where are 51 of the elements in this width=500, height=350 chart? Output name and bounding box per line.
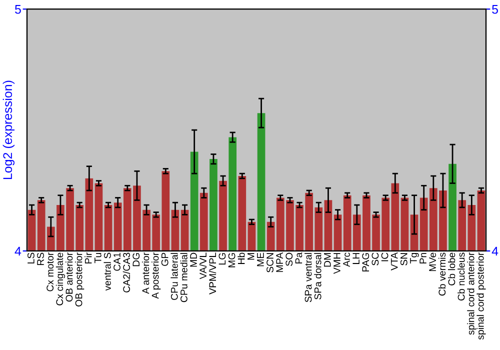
x-tick-label: PAG (362, 253, 370, 272)
x-tick-label: MVe (429, 252, 436, 271)
x-tick-label: Pir (84, 252, 92, 264)
x-tick-label: SN (400, 253, 408, 266)
x-tick-label: Cx motor (46, 252, 54, 292)
x-tick-label: A anterior (142, 252, 150, 294)
x-tick-label: VTA (390, 252, 398, 270)
x-tick-label: CPu medial (180, 252, 188, 302)
x-tick-label: MD (190, 252, 197, 267)
x-tick-label: VA/VL (199, 252, 207, 280)
x-tick-label: SC (372, 252, 379, 266)
x-tick-label: SPa dorsal (314, 252, 322, 300)
x-tick-label: VMH (334, 253, 340, 274)
x-tick-label: spinal cord posterior (476, 252, 486, 340)
x-tick-label: SPa ventral (304, 252, 312, 302)
x-tick-label: CPu lateral (170, 252, 178, 300)
x-tick-label: Tg (410, 252, 419, 264)
x-tick-label: RS (37, 252, 44, 266)
x-tick-label: spinal cord anterior (467, 252, 476, 335)
x-tick-label: Arc (343, 252, 350, 267)
x-tick-label: SO (286, 252, 293, 266)
x-tick-label: Cb vermis (438, 252, 446, 296)
x-tick-label: Pa (295, 252, 302, 264)
x-tick-label: ventral S (104, 252, 111, 291)
y2-tick-label: 5 (492, 5, 498, 14)
x-tick-label: LG (218, 253, 226, 265)
x-tick-label: CA2/CA3 (122, 252, 130, 292)
x-tick-label: LH (352, 253, 360, 264)
x-tick-label: Pn (420, 252, 426, 264)
x-tick-label: VPM/VPL (208, 252, 216, 294)
x-tick-label: GP (161, 252, 168, 266)
x-tick-label: A posterior (152, 252, 161, 299)
x-tick-label: OB anterior (66, 252, 73, 302)
x-tick-label: SCN (266, 253, 274, 272)
x-tick-label: M (248, 253, 254, 260)
x-tick-label: MG (228, 253, 236, 268)
x-tick-label: Hb (238, 252, 245, 264)
y-axis-title: Log2 (expression) (2, 80, 14, 180)
x-tick-label: CA1 (114, 252, 120, 271)
x-tick-label: Tu (94, 252, 102, 264)
x-tick-label: LS (28, 252, 34, 264)
x-tick-label: OB posterior (75, 252, 84, 306)
y2-tick-label: 4 (492, 246, 498, 256)
x-tick-label: Cb lobe (448, 252, 456, 286)
x-tick-label: ME (257, 252, 264, 266)
x-tick-label: Cx cingulate (56, 252, 65, 306)
x-tick-label: MPA (276, 252, 283, 272)
x-tick-label: DG (132, 253, 140, 266)
x-tick-label: Cb nucleus (458, 252, 465, 300)
x-tick-label: DM (324, 253, 331, 267)
x-tick-label: IC (381, 252, 388, 262)
